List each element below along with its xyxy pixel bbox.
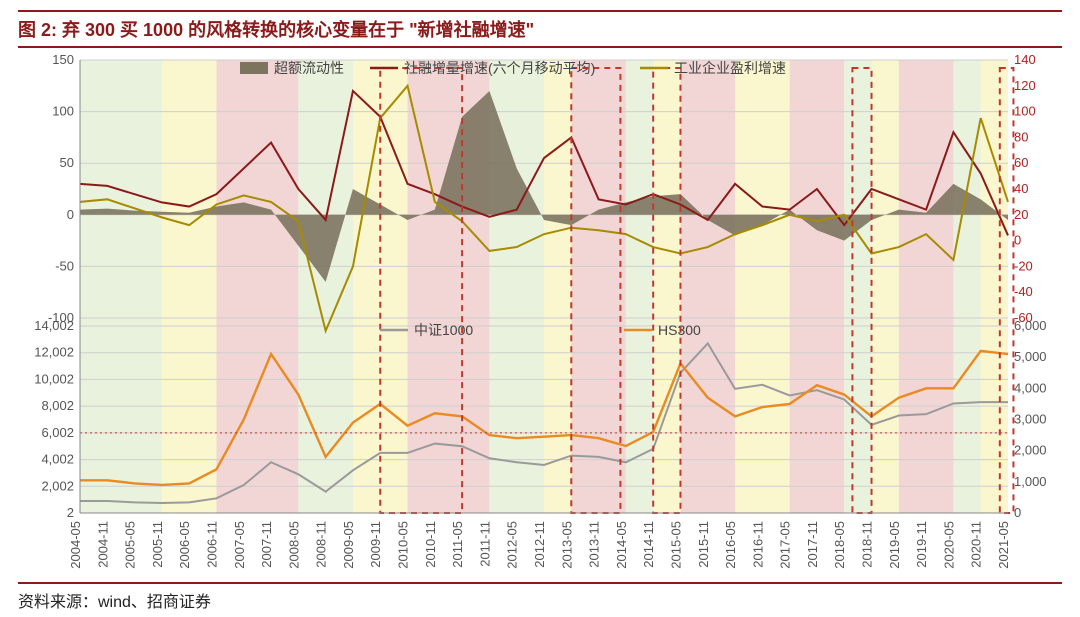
svg-text:2020-11: 2020-11: [969, 521, 984, 568]
svg-text:2014-11: 2014-11: [641, 521, 656, 568]
svg-text:2020-05: 2020-05: [941, 521, 956, 569]
svg-text:HS300: HS300: [658, 322, 701, 338]
svg-text:2009-05: 2009-05: [341, 521, 356, 569]
svg-text:2010-11: 2010-11: [423, 521, 438, 568]
svg-text:2007-05: 2007-05: [232, 521, 247, 569]
svg-text:2012-11: 2012-11: [532, 521, 547, 568]
svg-text:2017-11: 2017-11: [805, 521, 820, 568]
svg-text:2017-05: 2017-05: [778, 521, 793, 569]
svg-text:2014-05: 2014-05: [614, 521, 629, 569]
svg-text:-40: -40: [1014, 284, 1033, 299]
svg-text:2018-05: 2018-05: [832, 521, 847, 569]
svg-text:-20: -20: [1014, 258, 1033, 273]
svg-text:2011-05: 2011-05: [450, 521, 465, 568]
svg-text:2,002: 2,002: [41, 478, 74, 493]
svg-text:80: 80: [1014, 129, 1028, 144]
svg-text:14,002: 14,002: [34, 318, 74, 333]
svg-text:2006-05: 2006-05: [177, 521, 192, 569]
svg-text:2007-11: 2007-11: [259, 521, 274, 568]
svg-text:60: 60: [1014, 155, 1028, 170]
svg-text:2006-11: 2006-11: [204, 521, 219, 568]
svg-text:社融增量增速(六个月移动平均): 社融增量增速(六个月移动平均): [404, 60, 595, 76]
svg-text:超额流动性: 超额流动性: [274, 60, 344, 76]
svg-text:2015-11: 2015-11: [696, 521, 711, 568]
svg-text:0: 0: [1014, 233, 1021, 248]
svg-text:40: 40: [1014, 181, 1028, 196]
chart-title: 图 2: 弃 300 买 1000 的风格转换的核心变量在于 "新增社融增速": [18, 20, 534, 40]
svg-text:2021-05: 2021-05: [996, 521, 1011, 569]
svg-text:3,000: 3,000: [1014, 412, 1047, 427]
svg-text:140: 140: [1014, 52, 1036, 67]
svg-text:2008-05: 2008-05: [286, 521, 301, 569]
svg-text:100: 100: [1014, 104, 1036, 119]
svg-text:1,000: 1,000: [1014, 474, 1047, 489]
svg-text:5,000: 5,000: [1014, 349, 1047, 364]
x-axis-labels: 2004-05 2004-11 2005-05 2005-11 2006-05 2006-…: [68, 521, 1011, 569]
svg-text:2012-05: 2012-05: [505, 521, 520, 569]
background-bands: [80, 60, 1008, 513]
svg-text:工业企业盈利增速: 工业企业盈利增速: [674, 60, 786, 76]
svg-text:2005-11: 2005-11: [150, 521, 165, 568]
svg-text:12,002: 12,002: [34, 345, 74, 360]
svg-text:10,002: 10,002: [34, 371, 74, 386]
svg-text:2015-05: 2015-05: [668, 521, 683, 569]
chart-svg: -100-50050100150-60-40-20020406080100120…: [18, 48, 1062, 578]
svg-text:2004-05: 2004-05: [68, 521, 83, 569]
legend-top: 超额流动性 社融增量增速(六个月移动平均) 工业企业盈利增速: [240, 60, 786, 76]
svg-text:4,000: 4,000: [1014, 380, 1047, 395]
svg-text:2: 2: [67, 505, 74, 520]
svg-text:2008-11: 2008-11: [314, 521, 329, 568]
svg-text:2009-11: 2009-11: [368, 521, 383, 568]
svg-text:2011-11: 2011-11: [477, 521, 492, 567]
svg-text:0: 0: [67, 207, 74, 222]
svg-text:120: 120: [1014, 78, 1036, 93]
svg-text:6,002: 6,002: [41, 425, 74, 440]
svg-text:中证1000: 中证1000: [414, 322, 473, 338]
svg-text:20: 20: [1014, 207, 1028, 222]
svg-text:100: 100: [52, 104, 74, 119]
chart-title-bar: 图 2: 弃 300 买 1000 的风格转换的核心变量在于 "新增社融增速": [18, 10, 1062, 48]
svg-text:2019-05: 2019-05: [887, 521, 902, 569]
svg-text:2016-11: 2016-11: [750, 521, 765, 568]
svg-text:0: 0: [1014, 505, 1021, 520]
svg-text:2019-11: 2019-11: [914, 521, 929, 568]
svg-text:-50: -50: [55, 258, 74, 273]
svg-text:2013-11: 2013-11: [587, 521, 602, 568]
chart-area: -100-50050100150-60-40-20020406080100120…: [18, 48, 1062, 578]
svg-text:8,002: 8,002: [41, 398, 74, 413]
svg-text:150: 150: [52, 52, 74, 67]
svg-text:2018-11: 2018-11: [860, 521, 875, 568]
svg-text:2013-05: 2013-05: [559, 521, 574, 569]
svg-text:2005-05: 2005-05: [123, 521, 138, 569]
svg-text:6,000: 6,000: [1014, 318, 1047, 333]
chart-source: 资料来源：wind、招商证券: [18, 594, 211, 611]
svg-text:2016-05: 2016-05: [723, 521, 738, 569]
svg-text:2004-11: 2004-11: [95, 521, 110, 568]
chart-footer-bar: 资料来源：wind、招商证券: [18, 582, 1062, 612]
svg-text:2,000: 2,000: [1014, 443, 1047, 458]
svg-text:4,002: 4,002: [41, 452, 74, 467]
svg-text:50: 50: [60, 155, 74, 170]
svg-text:2010-05: 2010-05: [396, 521, 411, 569]
